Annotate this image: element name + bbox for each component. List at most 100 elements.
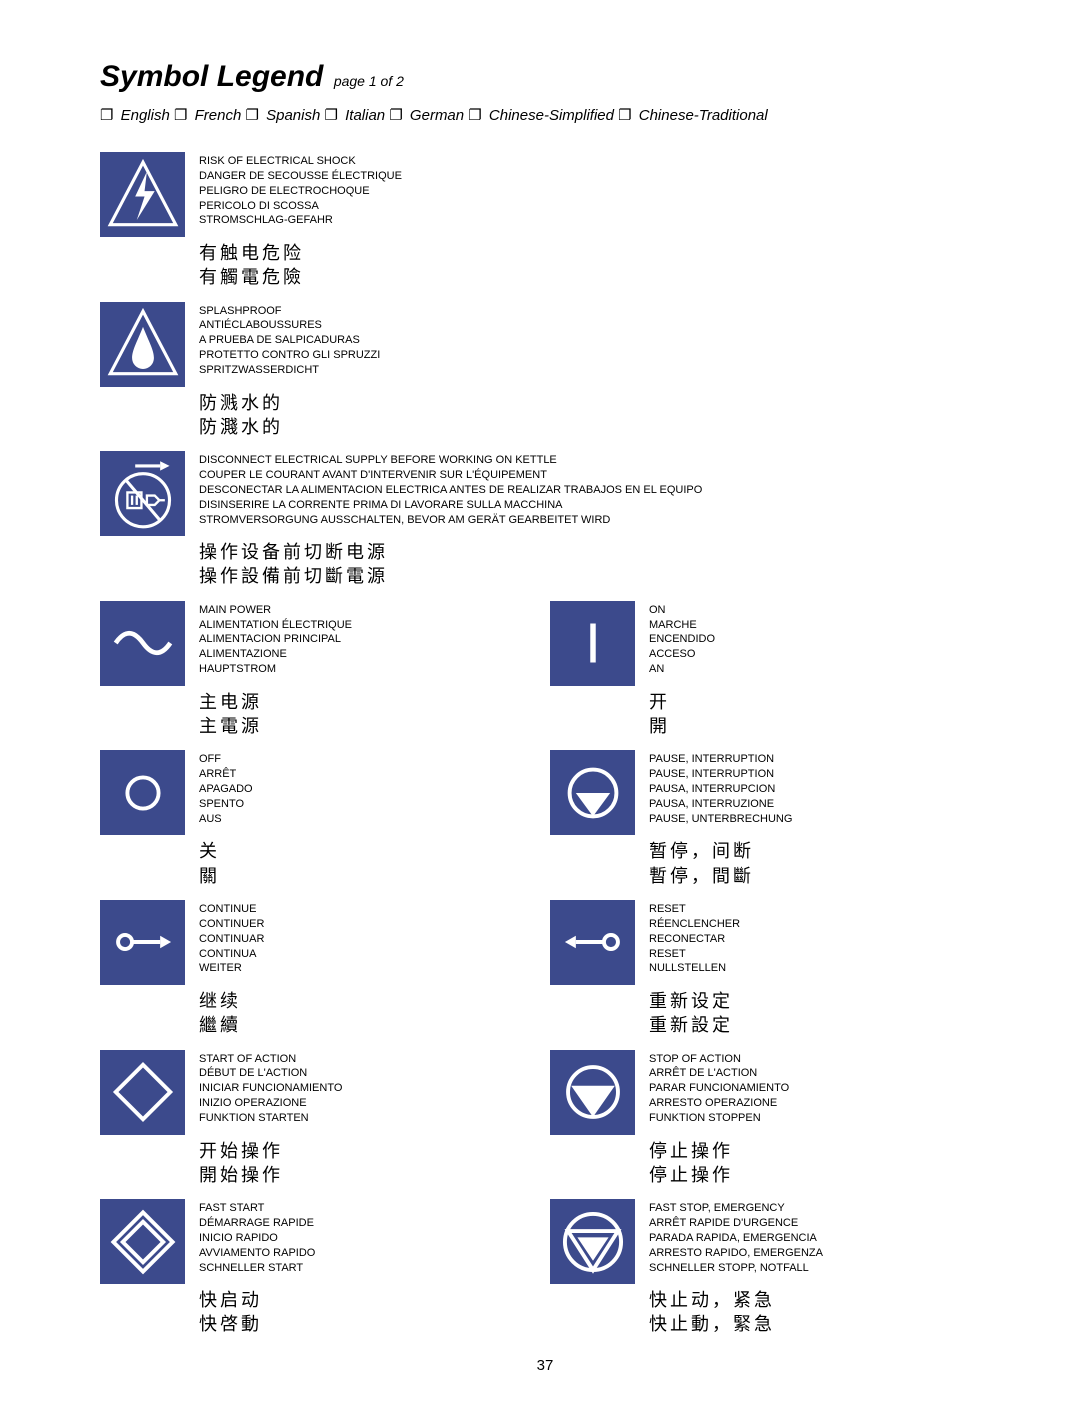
cjk-text: 暫停，間斷 [649, 864, 990, 888]
label-text: ALIMENTATION ÉLECTRIQUE [199, 618, 352, 633]
mainpower-icon [100, 601, 185, 686]
faststop-icon [550, 1199, 635, 1284]
label-text: AUS [199, 812, 253, 827]
label-text: SPRITZWASSERDICHT [199, 363, 380, 378]
cjk-text: 防濺水的 [199, 415, 990, 439]
pause-icon [550, 750, 635, 835]
label-text: COUPER LE COURANT AVANT D'INTERVENIR SUR… [199, 468, 702, 483]
label-text: A PRUEBA DE SALPICADURAS [199, 333, 380, 348]
label-text: STROMSCHLAG-GEFAHR [199, 213, 402, 228]
cjk-text: 操作設備前切斷電源 [199, 564, 990, 588]
cjk-text: 停止操作 [649, 1163, 990, 1187]
label-text: RISK OF ELECTRICAL SHOCK [199, 154, 402, 169]
cjk-text: 有觸電危險 [199, 265, 990, 289]
shock-icon [100, 152, 185, 237]
label-text: RECONECTAR [649, 932, 740, 947]
label-text: ARRÊT DE L'ACTION [649, 1066, 789, 1081]
cjk-text: 主電源 [199, 714, 540, 738]
label-text: STROMVERSORGUNG AUSSCHALTEN, BEVOR AM GE… [199, 513, 702, 528]
stop-icon [550, 1050, 635, 1135]
cjk-text: 开始操作 [199, 1139, 540, 1163]
cjk-text: 防溅水的 [199, 391, 990, 415]
language-list: ❐ English ❐ French ❐ Spanish ❐ Italian ❐… [100, 106, 990, 124]
on-icon [550, 601, 635, 686]
disconnect-icon [100, 451, 185, 536]
cjk-text: 快止動，緊急 [649, 1312, 990, 1336]
label-text: AN [649, 662, 715, 677]
continue-icon [100, 900, 185, 985]
label-text: INICIAR FUNCIONAMIENTO [199, 1081, 342, 1096]
cjk-text: 操作设备前切断电源 [199, 540, 990, 564]
label-text: DESCONECTAR LA ALIMENTACION ELECTRICA AN… [199, 483, 702, 498]
cjk-text: 快止动，紧急 [649, 1288, 990, 1312]
label-text: PAUSE, UNTERBRECHUNG [649, 812, 792, 827]
page-title: Symbol Legend [100, 60, 323, 93]
label-text: FUNKTION STOPPEN [649, 1111, 789, 1126]
faststart-icon [100, 1199, 185, 1284]
cjk-text: 開始操作 [199, 1163, 540, 1187]
label-text: CONTINUE [199, 902, 264, 917]
label-text: RESET [649, 947, 740, 962]
label-text: PARADA RAPIDA, EMERGENCIA [649, 1231, 823, 1246]
reset-icon [550, 900, 635, 985]
cjk-text: 開 [649, 714, 990, 738]
label-text: PAUSA, INTERRUZIONE [649, 797, 792, 812]
label-text: SCHNELLER START [199, 1261, 315, 1276]
label-text: ANTIÉCLABOUSSURES [199, 318, 380, 333]
cjk-text: 快启动 [199, 1288, 540, 1312]
cjk-text: 重新设定 [649, 989, 990, 1013]
label-text: SPLASHPROOF [199, 304, 380, 319]
label-text: RESET [649, 902, 740, 917]
label-text: AVVIAMENTO RAPIDO [199, 1246, 315, 1261]
label-text: DÉBUT DE L'ACTION [199, 1066, 342, 1081]
label-text: DÉMARRAGE RAPIDE [199, 1216, 315, 1231]
label-text: FUNKTION STARTEN [199, 1111, 342, 1126]
label-text: START OF ACTION [199, 1052, 342, 1067]
label-text: ACCESO [649, 647, 715, 662]
label-text: INICIO RAPIDO [199, 1231, 315, 1246]
cjk-text: 快啓動 [199, 1312, 540, 1336]
page-number: 37 [100, 1357, 990, 1374]
label-text: MAIN POWER [199, 603, 352, 618]
label-text: ON [649, 603, 715, 618]
label-text: DANGER DE SECOUSSE ÉLECTRIQUE [199, 169, 402, 184]
start-icon [100, 1050, 185, 1135]
label-text: STOP OF ACTION [649, 1052, 789, 1067]
cjk-text: 重新設定 [649, 1013, 990, 1037]
label-text: DISCONNECT ELECTRICAL SUPPLY BEFORE WORK… [199, 453, 702, 468]
label-text: ARRÊT RAPIDE D'URGENCE [649, 1216, 823, 1231]
label-text: ARRESTO RAPIDO, EMERGENZA [649, 1246, 823, 1261]
cjk-text: 繼續 [199, 1013, 540, 1037]
off-icon [100, 750, 185, 835]
label-text: CONTINUER [199, 917, 264, 932]
label-text: PAUSE, INTERRUPTION [649, 752, 792, 767]
label-text: MARCHE [649, 618, 715, 633]
label-text: ARRESTO OPERAZIONE [649, 1096, 789, 1111]
cjk-text: 开 [649, 690, 990, 714]
label-text: FAST START [199, 1201, 315, 1216]
cjk-text: 主电源 [199, 690, 540, 714]
cjk-text: 继续 [199, 989, 540, 1013]
splash-icon [100, 302, 185, 387]
label-text: CONTINUAR [199, 932, 264, 947]
cjk-text: 停止操作 [649, 1139, 990, 1163]
label-text: PERICOLO DI SCOSSA [199, 199, 402, 214]
label-text: SPENTO [199, 797, 253, 812]
label-text: FAST STOP, EMERGENCY [649, 1201, 823, 1216]
label-text: WEITER [199, 961, 264, 976]
label-text: PAUSE, INTERRUPTION [649, 767, 792, 782]
cjk-text: 關 [199, 864, 540, 888]
label-text: PROTETTO CONTRO GLI SPRUZZI [199, 348, 380, 363]
title-row: Symbol Legend page 1 of 2 [100, 60, 990, 94]
label-text: OFF [199, 752, 253, 767]
label-text: PAUSA, INTERRUPCION [649, 782, 792, 797]
label-text: ALIMENTAZIONE [199, 647, 352, 662]
label-text: NULLSTELLEN [649, 961, 740, 976]
cjk-text: 暂停，间断 [649, 839, 990, 863]
page-subtitle: page 1 of 2 [334, 73, 404, 89]
label-text: SCHNELLER STOPP, NOTFALL [649, 1261, 823, 1276]
label-text: ENCENDIDO [649, 632, 715, 647]
cjk-text: 有触电危险 [199, 241, 990, 265]
label-text: DISINSERIRE LA CORRENTE PRIMA DI LAVORAR… [199, 498, 702, 513]
label-text: ARRÊT [199, 767, 253, 782]
